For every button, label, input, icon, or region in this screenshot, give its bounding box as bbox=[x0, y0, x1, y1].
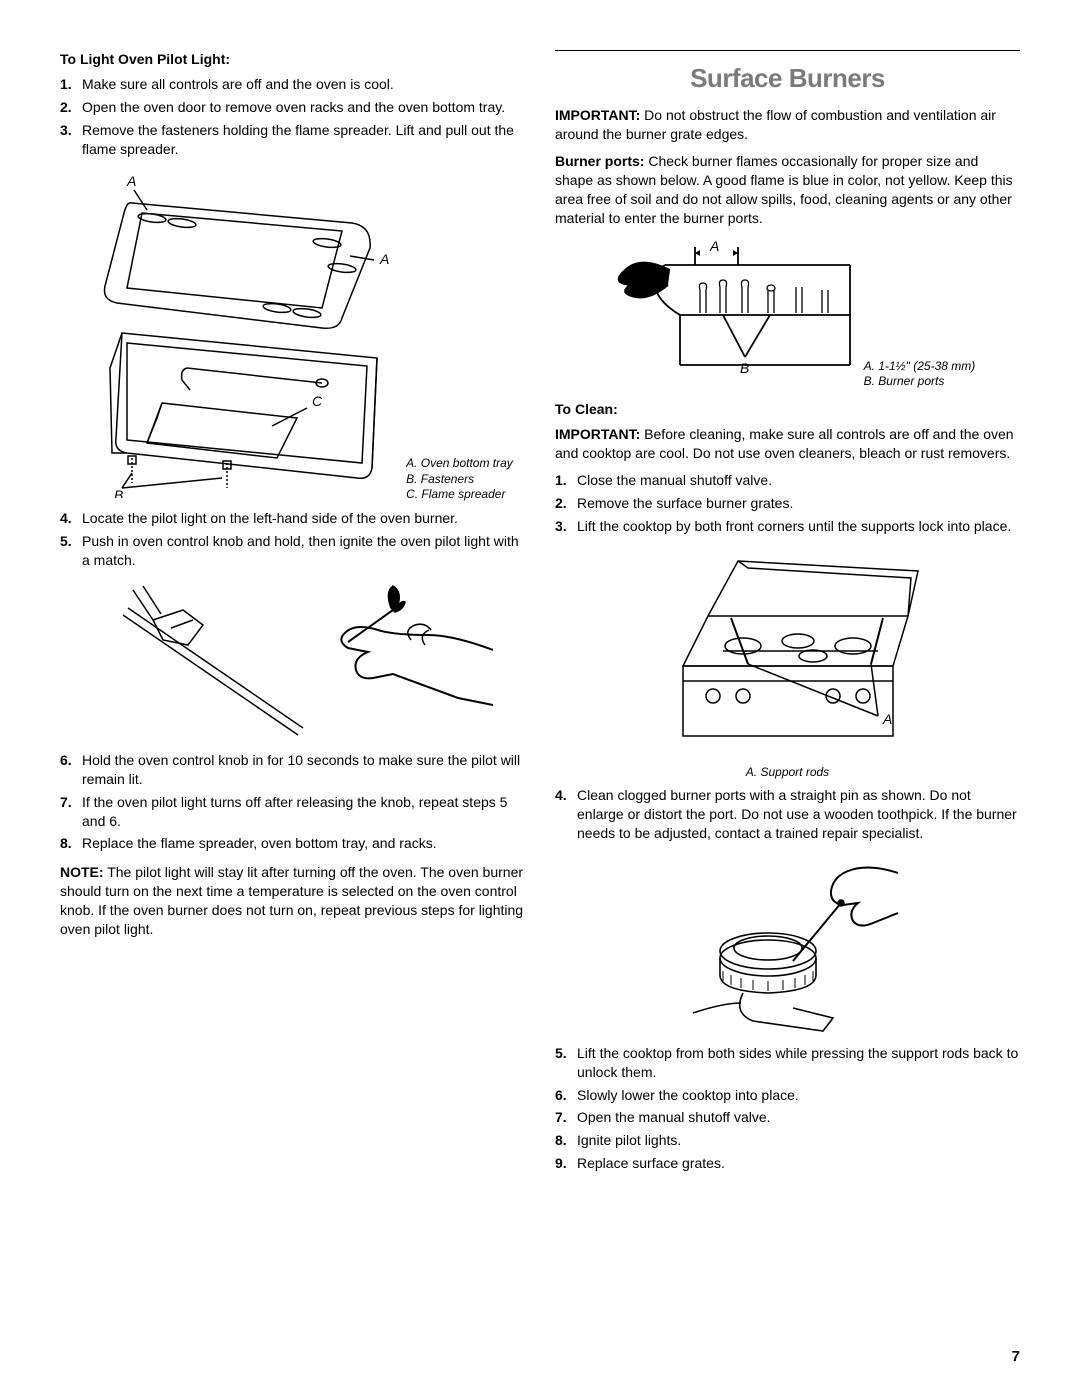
list-item: 1.Close the manual shutoff valve. bbox=[555, 471, 1020, 490]
figure-label-a1: A bbox=[126, 173, 136, 189]
list-item: 9.Replace surface grates. bbox=[555, 1154, 1020, 1173]
to-clean-heading: To Clean: bbox=[555, 400, 1020, 419]
figure-oven-tray: A A C B A. Oven bottom tray B. Fasteners… bbox=[60, 168, 525, 503]
list-item: 7.If the oven pilot light turns off afte… bbox=[60, 793, 525, 831]
list-item: 3.Lift the cooktop by both front corners… bbox=[555, 517, 1020, 536]
figure-label-a: A bbox=[709, 238, 719, 254]
list-item: 6.Slowly lower the cooktop into place. bbox=[555, 1086, 1020, 1105]
list-item: 8.Ignite pilot lights. bbox=[555, 1131, 1020, 1150]
figure-label-b: B bbox=[740, 360, 749, 376]
left-steps-2: 4.Locate the pilot light on the left-han… bbox=[60, 509, 525, 570]
important-1: IMPORTANT: Do not obstruct the flow of c… bbox=[555, 106, 1020, 144]
list-item: 2.Remove the surface burner grates. bbox=[555, 494, 1020, 513]
figure-pin-clean bbox=[555, 853, 1020, 1038]
list-item: 8.Replace the flame spreader, oven botto… bbox=[60, 834, 525, 853]
left-column: To Light Oven Pilot Light: 1.Make sure a… bbox=[60, 50, 525, 1183]
figure-label-a: A bbox=[882, 711, 892, 727]
list-item: 7.Open the manual shutoff valve. bbox=[555, 1108, 1020, 1127]
figure-caption: A. 1-1½" (25-38 mm) B. Burner ports bbox=[864, 359, 976, 390]
important-2: IMPORTANT: Before cleaning, make sure al… bbox=[555, 425, 1020, 463]
list-item: 4.Locate the pilot light on the left-han… bbox=[60, 509, 525, 528]
figure-caption: A. Oven bottom tray B. Fasteners C. Flam… bbox=[406, 456, 513, 503]
figure-label-b: B bbox=[114, 487, 123, 498]
figure-label-c: C bbox=[312, 393, 323, 409]
burner-ports-para: Burner ports: Check burner flames occasi… bbox=[555, 152, 1020, 228]
list-item: 4.Clean clogged burner ports with a stra… bbox=[555, 786, 1020, 843]
clean-steps-2: 4.Clean clogged burner ports with a stra… bbox=[555, 786, 1020, 843]
list-item: 2.Open the oven door to remove oven rack… bbox=[60, 98, 525, 117]
list-item: 3.Remove the fasteners holding the flame… bbox=[60, 121, 525, 159]
figure-match-light bbox=[60, 580, 525, 745]
clean-steps-3: 5.Lift the cooktop from both sides while… bbox=[555, 1044, 1020, 1173]
figure-burner-flame: A B A. 1-1½" (25-38 mm) B. Burner ports bbox=[555, 235, 1020, 390]
figure-label-a2: A bbox=[379, 251, 389, 267]
clean-steps-1: 1.Close the manual shutoff valve. 2.Remo… bbox=[555, 471, 1020, 536]
list-item: 1.Make sure all controls are off and the… bbox=[60, 75, 525, 94]
surface-burners-title: Surface Burners bbox=[555, 61, 1020, 96]
list-item: 5.Lift the cooktop from both sides while… bbox=[555, 1044, 1020, 1082]
left-heading: To Light Oven Pilot Light: bbox=[60, 50, 525, 69]
left-note: NOTE: The pilot light will stay lit afte… bbox=[60, 863, 525, 939]
left-steps-1: 1.Make sure all controls are off and the… bbox=[60, 75, 525, 159]
page-columns: To Light Oven Pilot Light: 1.Make sure a… bbox=[60, 50, 1020, 1183]
figure-cooktop-lifted: A A. Support rods bbox=[555, 546, 1020, 780]
figure-caption: A. Support rods bbox=[555, 765, 1020, 781]
page-number: 7 bbox=[1012, 1347, 1020, 1367]
list-item: 5.Push in oven control knob and hold, th… bbox=[60, 532, 525, 570]
left-steps-3: 6.Hold the oven control knob in for 10 s… bbox=[60, 751, 525, 853]
right-column: Surface Burners IMPORTANT: Do not obstru… bbox=[555, 50, 1020, 1183]
list-item: 6.Hold the oven control knob in for 10 s… bbox=[60, 751, 525, 789]
